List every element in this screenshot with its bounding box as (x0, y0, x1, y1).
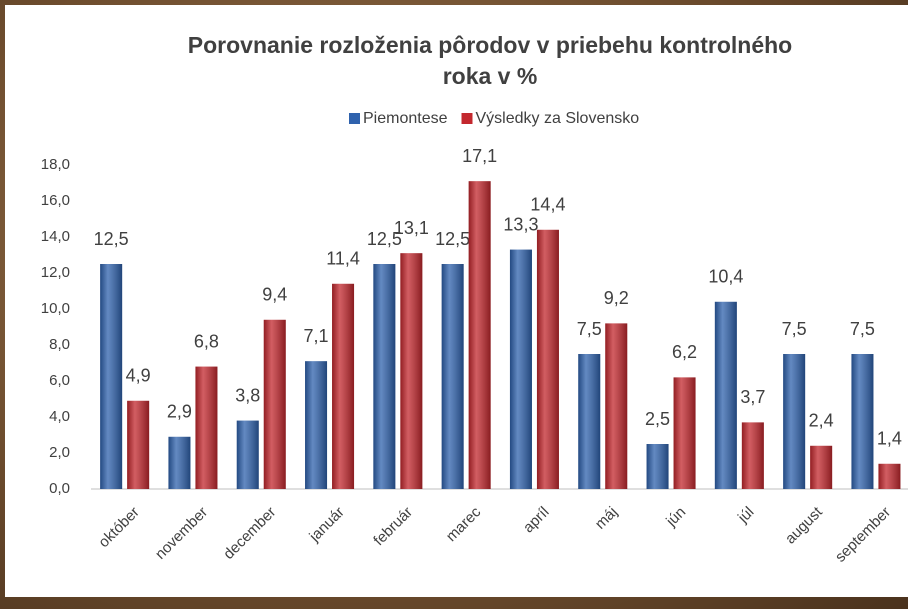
bar (742, 422, 764, 489)
bar (442, 264, 464, 489)
bar (783, 354, 805, 489)
data-label: 13,1 (394, 218, 429, 238)
y-tick-label: 0,0 (49, 480, 70, 497)
bar (373, 264, 395, 489)
data-label: 3,8 (235, 385, 260, 405)
bar (264, 320, 286, 489)
data-label: 9,4 (262, 285, 287, 305)
chart: Porovnanie rozloženia pôrodov v priebehu… (0, 0, 908, 609)
legend-label: Výsledky za Slovensko (476, 110, 640, 127)
bar (715, 302, 737, 489)
y-tick-label: 12,0 (41, 264, 70, 281)
bar (168, 437, 190, 489)
data-label: 7,5 (782, 319, 807, 339)
data-label: 2,5 (645, 409, 670, 429)
bar (878, 464, 900, 489)
data-label: 17,1 (462, 146, 497, 166)
data-label: 4,9 (126, 366, 151, 386)
y-tick-label: 14,0 (41, 228, 70, 245)
bar (127, 401, 149, 489)
data-label: 6,8 (194, 331, 219, 351)
y-tick-label: 4,0 (49, 408, 70, 425)
bar (605, 323, 627, 489)
bar (647, 444, 669, 489)
legend-swatch (349, 113, 360, 124)
bar (305, 361, 327, 489)
data-label: 14,4 (530, 195, 565, 215)
bar (100, 264, 122, 489)
data-label: 1,4 (877, 429, 902, 449)
data-label: 9,2 (604, 288, 629, 308)
page: Porovnanie rozloženia pôrodov v priebehu… (0, 0, 908, 609)
y-tick-label: 16,0 (41, 192, 70, 209)
data-label: 7,5 (577, 319, 602, 339)
bar (400, 253, 422, 489)
bar (332, 284, 354, 489)
data-label: 6,2 (672, 342, 697, 362)
bar (469, 181, 491, 489)
data-label: 7,5 (850, 319, 875, 339)
bar (237, 421, 259, 489)
legend-swatch (462, 113, 473, 124)
y-tick-label: 10,0 (41, 300, 70, 317)
y-tick-label: 2,0 (49, 444, 70, 461)
data-label: 13,3 (503, 214, 538, 234)
bar (195, 367, 217, 489)
data-label: 12,5 (94, 229, 129, 249)
legend-label: Piemontese (363, 110, 448, 127)
y-tick-label: 18,0 (41, 156, 70, 173)
bar (674, 377, 696, 489)
bar (810, 446, 832, 489)
bar (510, 250, 532, 489)
data-label: 2,4 (809, 411, 834, 431)
bar (578, 354, 600, 489)
bar (851, 354, 873, 489)
bar (537, 230, 559, 489)
data-label: 10,4 (708, 267, 743, 287)
y-tick-label: 8,0 (49, 336, 70, 353)
data-label: 7,1 (304, 326, 329, 346)
y-tick-label: 6,0 (49, 372, 70, 389)
data-label: 12,5 (435, 229, 470, 249)
data-label: 3,7 (740, 387, 765, 407)
data-label: 11,4 (326, 249, 360, 269)
data-label: 2,9 (167, 402, 192, 422)
